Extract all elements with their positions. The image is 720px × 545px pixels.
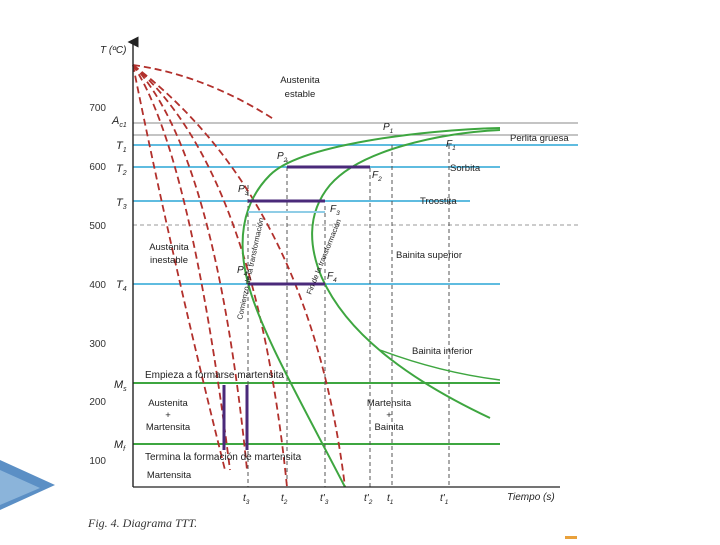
mf-mark: Mf [114, 439, 126, 453]
troostita-label: Troostita [420, 196, 457, 207]
structure-labels: Perlita gruesa Sorbita Troostita Bainita… [396, 133, 569, 357]
t4-mark: T4 [116, 279, 127, 293]
ttt-diagram-figure: T (ºC) Tiempo (s) 700 600 500 400 300 20… [60, 0, 720, 540]
x-axis-label: Tiempo (s) [507, 492, 555, 503]
ms-line-label: Empieza a formarse martensita [145, 370, 284, 381]
f3-label: F3 [330, 204, 340, 217]
p2-label: P2 [277, 151, 288, 164]
y-tick: 600 [89, 162, 106, 173]
y-tick-labels: 700 600 500 400 300 200 100 [89, 103, 106, 467]
martensita-label: Martensita [147, 470, 192, 481]
cooling-curves [132, 64, 346, 488]
martensita-bainita-label: Martensita [367, 398, 412, 409]
slide-accent-mark [565, 536, 577, 539]
sorbita-label: Sorbita [450, 163, 481, 174]
p1-label: P1 [383, 122, 394, 135]
f2-label: F2 [372, 170, 382, 183]
bainita-superior-label: Bainita superior [396, 250, 462, 261]
time-mark-labels: t3 t2 t'3 t'2 t1 t'1 [243, 493, 449, 506]
austenita-martensita-label: Austenita [148, 398, 188, 409]
bainita-inferior-pointer [379, 349, 501, 381]
temperature-marks: Ac1 T1 T2 T3 T4 Ms Mf [111, 115, 127, 453]
time-dashed-lines [247, 145, 450, 487]
f4-label: F4 [327, 271, 337, 284]
t3p-time-label: t'3 [320, 493, 329, 506]
mf-line-label: Termina la formación de martensita [145, 452, 302, 463]
austenita-inestable-label: Austenita [149, 242, 189, 253]
y-tick: 400 [89, 280, 106, 291]
p3-label: P3 [238, 184, 249, 197]
y-tick: 300 [89, 339, 106, 350]
austenita-martensita-plus: + [165, 410, 171, 421]
t1-mark: T1 [116, 140, 127, 154]
y-tick: 700 [89, 103, 106, 114]
t3-time-label: t3 [243, 493, 250, 506]
region-labels: Austenita estable Austenita inestable Au… [146, 75, 412, 481]
transformation-segments [222, 165, 370, 450]
t1p-time-label: t'1 [440, 493, 449, 506]
slide-corner-decoration [0, 460, 55, 510]
martensita-bainita-plus: + [386, 410, 392, 421]
t2-mark: T2 [116, 163, 127, 177]
t3-mark: T3 [116, 197, 127, 211]
start-transformation-curve [241, 127, 501, 488]
bainita-inferior-label: Bainita inferior [412, 346, 473, 357]
p4-label: P4 [237, 265, 248, 278]
t2-time-label: t2 [281, 493, 288, 506]
y-tick: 100 [89, 456, 106, 467]
austenita-martensita-label-3: Martensita [146, 422, 191, 433]
f1-label: F1 [446, 139, 456, 152]
point-labels: P1 P2 P3 P4 F1 F2 F3 F4 [237, 122, 456, 284]
perlita-gruesa-label: Perlita gruesa [510, 133, 569, 144]
y-axis-label: T (ºC) [100, 45, 126, 56]
ms-mark: Ms [114, 379, 127, 393]
austenita-inestable-label-2: inestable [150, 255, 188, 266]
t2p-time-label: t'2 [364, 493, 373, 506]
ttt-diagram: T (ºC) Tiempo (s) 700 600 500 400 300 20… [87, 36, 578, 530]
ac1-mark: Ac1 [111, 115, 127, 129]
austenita-estable-label-2: estable [285, 89, 316, 100]
figure-caption: Fig. 4. Diagrama TTT. [87, 516, 197, 530]
y-tick: 500 [89, 221, 106, 232]
y-tick: 200 [89, 397, 106, 408]
austenita-estable-label: Austenita [280, 75, 320, 86]
end-transformation-curve [311, 129, 501, 419]
t1-time-label: t1 [387, 493, 394, 506]
martensita-bainita-label-3: Bainita [374, 422, 404, 433]
